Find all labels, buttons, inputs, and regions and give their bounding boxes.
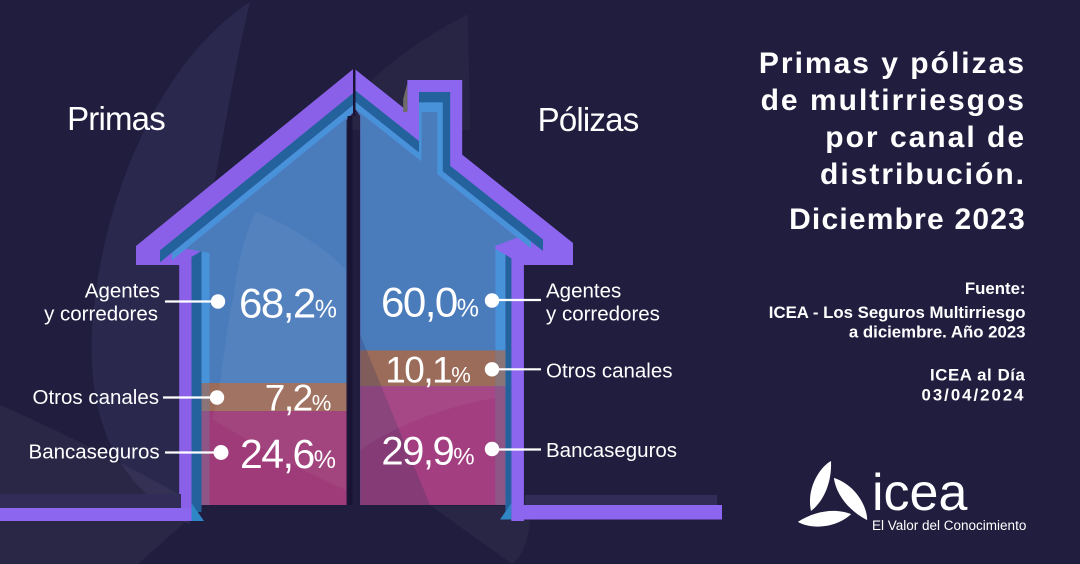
- svg-text:Bancaseguros: Bancaseguros: [546, 439, 677, 462]
- svg-text:y corredores: y corredores: [44, 303, 158, 326]
- svg-text:Primas: Primas: [67, 100, 165, 137]
- svg-text:de multirriesgos: de multirriesgos: [761, 84, 1026, 117]
- svg-text:El Valor del Conocimiento: El Valor del Conocimiento: [872, 518, 1026, 533]
- svg-text:por canal de: por canal de: [825, 121, 1026, 154]
- svg-text:Primas y pólizas: Primas y pólizas: [759, 47, 1026, 80]
- svg-text:Otros canales: Otros canales: [33, 386, 159, 409]
- svg-text:03/04/2024: 03/04/2024: [922, 386, 1026, 405]
- svg-text:Agentes: Agentes: [546, 280, 621, 303]
- svg-text:ICEA al Día: ICEA al Día: [930, 366, 1026, 385]
- svg-text:Otros canales: Otros canales: [546, 360, 672, 383]
- svg-text:ICEA - Los Seguros Multirriesg: ICEA - Los Seguros Multirriesgo: [769, 303, 1026, 322]
- svg-text:Diciembre 2023: Diciembre 2023: [789, 203, 1026, 236]
- svg-text:Pólizas: Pólizas: [538, 101, 639, 138]
- svg-text:distribución.: distribución.: [820, 158, 1026, 191]
- svg-text:icea: icea: [872, 464, 967, 522]
- svg-text:Fuente:: Fuente:: [965, 279, 1026, 298]
- svg-text:a diciembre. Año 2023: a diciembre. Año 2023: [849, 323, 1026, 342]
- svg-text:Bancaseguros: Bancaseguros: [29, 441, 160, 464]
- svg-text:Agentes: Agentes: [85, 280, 160, 303]
- svg-text:y corredores: y corredores: [546, 303, 660, 326]
